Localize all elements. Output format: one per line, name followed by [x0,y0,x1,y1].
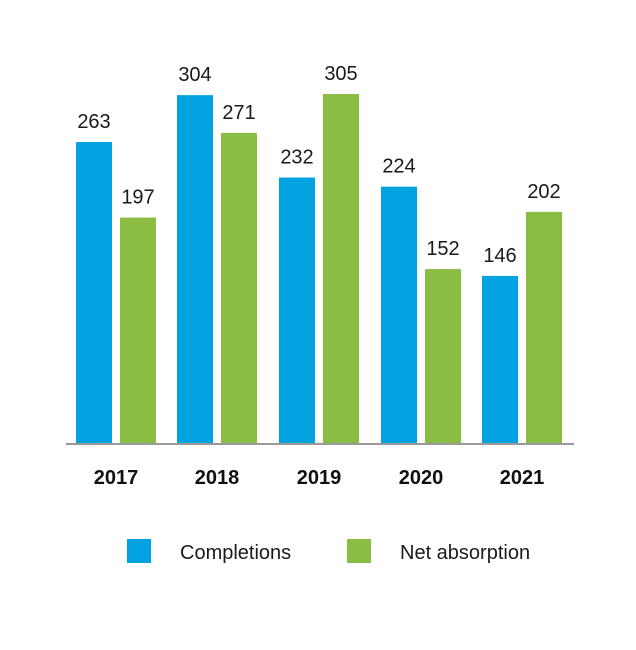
category-label-2018: 2018 [195,467,240,489]
legend-swatch-completions [127,539,151,563]
bar-net-absorption-2020 [425,269,461,443]
value-label-completions-2021: 146 [483,245,516,267]
bar-net-absorption-2021 [526,211,562,443]
bar-completions-2018 [177,95,213,444]
bar-completions-2020 [381,186,417,443]
value-label-net-absorption-2020: 152 [426,238,459,260]
value-label-net-absorption-2018: 271 [222,102,255,124]
legend: Completions Net absorption [127,539,530,564]
bar-net-absorption-2018 [221,132,257,444]
value-label-net-absorption-2021: 202 [527,181,560,203]
value-label-completions-2020: 224 [382,156,415,178]
category-label-2017: 2017 [94,467,139,489]
category-label-2021: 2021 [500,467,545,489]
value-label-completions-2018: 304 [178,64,211,86]
bar-completions-2017 [76,142,112,443]
category-labels-layer: 2017 2018 2019 2020 2021 [94,467,545,489]
category-label-2020: 2020 [399,467,444,489]
legend-swatch-net-absorption [347,539,371,563]
legend-label-completions: Completions [180,542,291,564]
bar-completions-2019 [279,177,315,444]
bar-completions-2021 [482,275,518,443]
value-labels-layer: 263 197 304 271 232 305 224 152 146 202 [77,63,560,267]
value-label-completions-2019: 232 [280,147,313,169]
value-label-net-absorption-2017: 197 [121,187,154,209]
bar-net-absorption-2017 [120,217,156,443]
category-label-2019: 2019 [297,467,342,489]
value-label-completions-2017: 263 [77,111,110,133]
bar-net-absorption-2019 [323,94,359,443]
legend-label-net-absorption: Net absorption [400,542,530,564]
value-label-net-absorption-2019: 305 [324,63,357,85]
bars-layer [76,94,562,444]
